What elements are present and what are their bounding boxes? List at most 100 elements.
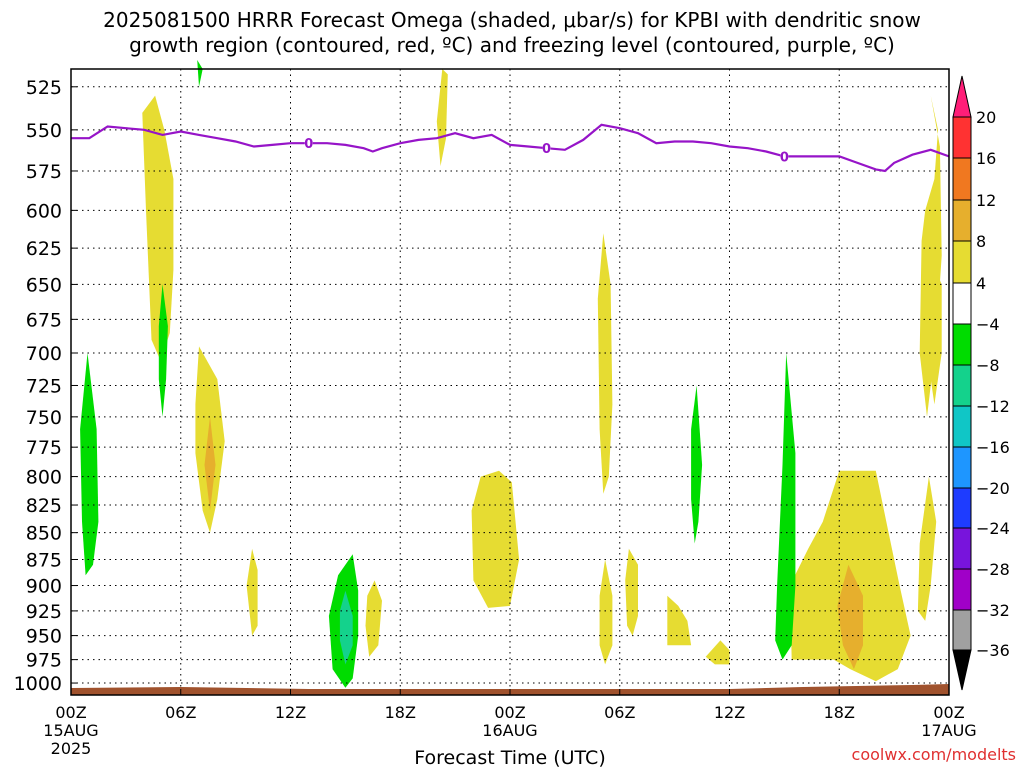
- x-tick-label: 18Z: [385, 703, 416, 722]
- x-tick-year: 2025: [51, 739, 92, 758]
- x-tick-date: 17AUG: [921, 721, 976, 740]
- colorbar-label: −24: [976, 519, 1010, 538]
- y-tick-label: 550: [26, 120, 62, 142]
- omega-region-21: [691, 385, 703, 544]
- colorbar-label: 4: [976, 274, 986, 293]
- colorbar-label: 12: [976, 191, 996, 210]
- y-tick-label: 600: [26, 200, 62, 222]
- credit-text: coolwx.com/modelts: [852, 745, 1016, 764]
- grid-lines: [71, 69, 949, 695]
- y-tick-label: 775: [26, 437, 62, 459]
- freezing-level-label-bg: [542, 141, 551, 156]
- chart-title-line1: 2025081500 HRRR Forecast Omega (shaded, …: [103, 8, 921, 32]
- y-tick-label: 675: [26, 309, 62, 331]
- omega-region-3: [471, 470, 520, 608]
- omega-region-10: [705, 640, 730, 665]
- omega-region-16: [837, 564, 863, 670]
- colorbar-label: 8: [976, 232, 986, 251]
- colorbar-label: −32: [976, 601, 1010, 620]
- y-tick-label: 700: [26, 343, 62, 365]
- x-tick-label: 12Z: [275, 703, 306, 722]
- colorbar-bin-11: [952, 527, 972, 570]
- y-axis: 525 550 575 600 625 650 675 700 725 750 775 800 825 8…: [14, 77, 77, 695]
- colorbar-bottom-extend: [952, 649, 972, 691]
- chart-title-line2: growth region (contoured, red, ºC) and f…: [129, 33, 895, 57]
- colorbar-bin-1: [952, 116, 972, 159]
- omega-region-7: [599, 559, 613, 665]
- colorbar-label: −8: [976, 356, 1000, 375]
- x-tick-label: 06Z: [604, 703, 635, 722]
- colorbar-bin-7: [952, 364, 972, 407]
- x-tick-label: 18Z: [824, 703, 855, 722]
- y-tick-label: 875: [26, 549, 62, 571]
- x-tick-label: 06Z: [165, 703, 196, 722]
- colorbar-label: −20: [976, 479, 1010, 498]
- omega-shading: [80, 60, 942, 688]
- freezing-level-contour-label: 0: [780, 150, 789, 165]
- x-tick-label: 00Z: [494, 703, 525, 722]
- freezing-level-label-bg: [780, 149, 789, 164]
- x-tick-label: 00Z: [55, 703, 86, 722]
- y-tick-label: 925: [26, 601, 62, 623]
- y-tick-label: 650: [26, 274, 62, 296]
- colorbar-bin-5: [952, 282, 972, 325]
- colorbar-label: 16: [976, 149, 996, 168]
- colorbar-label: −36: [976, 641, 1010, 660]
- omega-region-17: [204, 416, 216, 511]
- colorbar-bin-2: [952, 157, 972, 201]
- omega-region-23: [197, 60, 203, 87]
- y-tick-label: 725: [26, 375, 62, 397]
- omega-region-1: [142, 95, 174, 361]
- omega-region-22: [775, 353, 796, 660]
- omega-region-19: [158, 284, 168, 417]
- y-tick-label: 625: [26, 238, 62, 260]
- colorbar-label: −16: [976, 438, 1010, 457]
- omega-region-9: [667, 595, 692, 646]
- colorbar-label: −12: [976, 397, 1010, 416]
- x-tick-label: 00Z: [933, 703, 964, 722]
- omega-region-15: [917, 476, 937, 621]
- colorbar-label: −28: [976, 560, 1010, 579]
- y-tick-label: 1000: [14, 673, 62, 695]
- y-tick-label: 825: [26, 495, 62, 517]
- colorbar-top-extend: [952, 75, 972, 118]
- y-tick-label: 850: [26, 523, 62, 545]
- colorbar-bin-12: [952, 568, 972, 611]
- freezing-level-contour-label: 0: [304, 137, 313, 152]
- y-tick-label: 800: [26, 467, 62, 489]
- omega-region-18: [80, 353, 99, 576]
- colorbar-bin-13: [952, 609, 972, 651]
- omega-region-14: [919, 95, 942, 417]
- x-tick-label: 12Z: [714, 703, 745, 722]
- colorbar: 20 16 12 8 4 −4 −8 −12 −16 −20 −24 −28 −32 −36: [952, 75, 1010, 691]
- x-tick-date: 16AUG: [482, 721, 537, 740]
- freezing-level-line: [71, 123, 950, 173]
- omega-region-11: [246, 548, 258, 636]
- x-axis-title: Forecast Time (UTC): [414, 747, 605, 768]
- omega-region-12: [365, 580, 382, 657]
- x-tick-date: 15AUG: [43, 721, 98, 740]
- colorbar-label: 20: [976, 108, 996, 127]
- omega-region-8: [597, 233, 613, 494]
- colorbar-bin-3: [952, 199, 972, 242]
- colorbar-bin-4: [952, 240, 972, 284]
- colorbar-label: −4: [976, 315, 1000, 334]
- y-tick-label: 750: [26, 407, 62, 429]
- colorbar-bin-6: [952, 323, 972, 366]
- omega-region-2: [436, 69, 448, 167]
- freezing-level-contour-label: 0: [542, 142, 551, 157]
- freezing-level: 0 0 0: [71, 123, 950, 173]
- y-tick-label: 900: [26, 576, 62, 598]
- colorbar-bin-9: [952, 446, 972, 489]
- y-tick-label: 950: [26, 626, 62, 648]
- freezing-level-label-bg: [304, 136, 313, 151]
- y-tick-label: 525: [26, 77, 62, 99]
- y-tick-label: 575: [26, 161, 62, 183]
- colorbar-bin-10: [952, 487, 972, 529]
- omega-region-6: [625, 548, 638, 636]
- colorbar-bin-8: [952, 405, 972, 448]
- y-tick-label: 975: [26, 650, 62, 672]
- omega-region-24: [339, 590, 353, 665]
